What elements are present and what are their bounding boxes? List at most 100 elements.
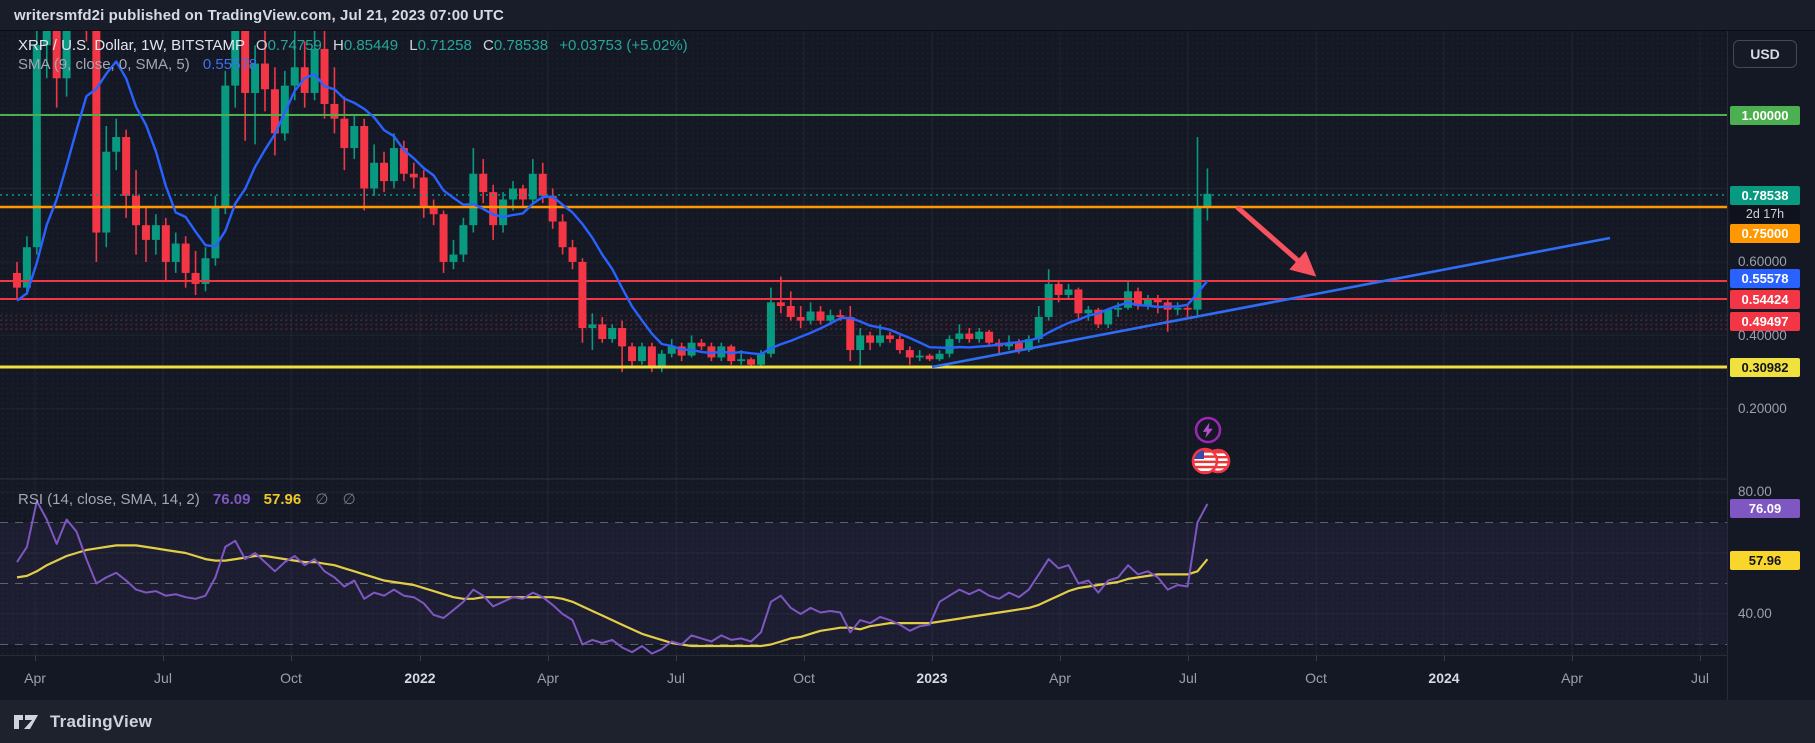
candle[interactable] xyxy=(816,305,825,325)
candle[interactable] xyxy=(1064,283,1073,299)
candle[interactable] xyxy=(905,346,914,365)
candle[interactable] xyxy=(62,31,71,97)
candle[interactable] xyxy=(1124,280,1133,310)
candlestick-chart[interactable] xyxy=(0,31,1727,655)
candle[interactable] xyxy=(171,232,180,273)
candle[interactable] xyxy=(350,115,359,160)
candle[interactable] xyxy=(409,162,418,189)
candle[interactable] xyxy=(727,344,736,365)
candle[interactable] xyxy=(985,329,994,347)
candle[interactable] xyxy=(578,258,587,343)
candle[interactable] xyxy=(1193,137,1202,316)
candle[interactable] xyxy=(241,31,250,141)
candle[interactable] xyxy=(1044,269,1053,321)
candle[interactable] xyxy=(22,236,31,295)
candle[interactable] xyxy=(52,31,61,108)
candle[interactable] xyxy=(568,239,577,270)
candle[interactable] xyxy=(1143,294,1152,310)
candle[interactable] xyxy=(995,339,1004,354)
candle[interactable] xyxy=(1094,307,1103,329)
candle[interactable] xyxy=(320,31,329,119)
candle[interactable] xyxy=(846,305,855,362)
candle[interactable] xyxy=(489,184,498,240)
us-flag-event-icon[interactable] xyxy=(1188,445,1234,477)
candle[interactable] xyxy=(92,31,101,262)
candle[interactable] xyxy=(340,96,349,171)
candle[interactable] xyxy=(370,144,379,196)
candle[interactable] xyxy=(637,342,646,365)
candle[interactable] xyxy=(32,31,41,255)
candle[interactable] xyxy=(1104,309,1113,329)
candle[interactable] xyxy=(806,302,815,325)
candle[interactable] xyxy=(102,126,111,248)
candle[interactable] xyxy=(588,313,597,351)
candle[interactable] xyxy=(449,239,458,270)
candle[interactable] xyxy=(201,247,210,292)
candle[interactable] xyxy=(667,339,676,358)
candle[interactable] xyxy=(439,210,448,273)
sma-line[interactable] xyxy=(16,60,1209,356)
trend-line[interactable] xyxy=(931,236,1611,369)
lightning-event-icon[interactable] xyxy=(1193,415,1223,445)
candle[interactable] xyxy=(181,236,190,288)
arrow-annotation[interactable] xyxy=(1235,205,1317,277)
candle[interactable] xyxy=(509,181,517,211)
candle[interactable] xyxy=(826,309,835,325)
candle[interactable] xyxy=(122,129,131,218)
candle[interactable] xyxy=(459,217,468,262)
candle[interactable] xyxy=(786,291,795,321)
candle[interactable] xyxy=(945,335,954,358)
brand-text[interactable]: TradingView xyxy=(50,711,153,731)
candle[interactable] xyxy=(697,339,706,351)
tradingview-logo-icon[interactable] xyxy=(14,712,41,732)
candle[interactable] xyxy=(518,184,527,207)
candle[interactable] xyxy=(1173,302,1182,316)
candle[interactable] xyxy=(677,342,686,362)
candle[interactable] xyxy=(1074,287,1083,321)
candle[interactable] xyxy=(796,305,805,329)
symbol-legend[interactable]: XRP / U.S. Dollar, 1W, BITSTAMP O0.74759… xyxy=(18,37,688,54)
candle[interactable] xyxy=(251,45,260,145)
candle[interactable] xyxy=(380,151,389,193)
candle[interactable] xyxy=(618,320,627,373)
candle[interactable] xyxy=(469,148,478,233)
candle[interactable] xyxy=(270,67,279,156)
candle[interactable] xyxy=(499,192,508,233)
candle[interactable] xyxy=(528,159,537,204)
candle[interactable] xyxy=(1183,305,1192,318)
candle[interactable] xyxy=(261,31,269,112)
candle[interactable] xyxy=(558,214,567,255)
candle[interactable] xyxy=(608,324,617,343)
candle[interactable] xyxy=(925,353,934,362)
candle[interactable] xyxy=(151,214,160,255)
candle[interactable] xyxy=(935,350,944,362)
candle[interactable] xyxy=(42,31,51,79)
candle[interactable] xyxy=(141,206,150,262)
candle[interactable] xyxy=(1034,305,1043,343)
candle[interactable] xyxy=(955,324,964,343)
candle[interactable] xyxy=(628,342,637,369)
candle[interactable] xyxy=(479,159,488,204)
candle[interactable] xyxy=(1153,294,1162,314)
candle[interactable] xyxy=(965,328,974,343)
candle[interactable] xyxy=(389,133,398,189)
candle[interactable] xyxy=(330,67,339,134)
candle[interactable] xyxy=(231,31,240,108)
candle[interactable] xyxy=(290,31,299,101)
candle[interactable] xyxy=(856,328,865,369)
candle[interactable] xyxy=(419,170,428,218)
candle[interactable] xyxy=(657,350,666,373)
candle[interactable] xyxy=(161,217,170,281)
candle[interactable] xyxy=(360,118,369,211)
candle[interactable] xyxy=(975,328,984,343)
candle[interactable] xyxy=(915,350,924,362)
candle[interactable] xyxy=(776,276,785,314)
candle[interactable] xyxy=(429,199,438,226)
candle[interactable] xyxy=(310,31,319,101)
candle[interactable] xyxy=(1084,305,1093,321)
candle[interactable] xyxy=(885,331,894,343)
candle[interactable] xyxy=(895,335,904,354)
sma-legend[interactable]: SMA (9, close, 0, SMA, 5) 0.55578 xyxy=(18,56,257,73)
candle[interactable] xyxy=(399,140,408,182)
candle[interactable] xyxy=(598,317,607,343)
